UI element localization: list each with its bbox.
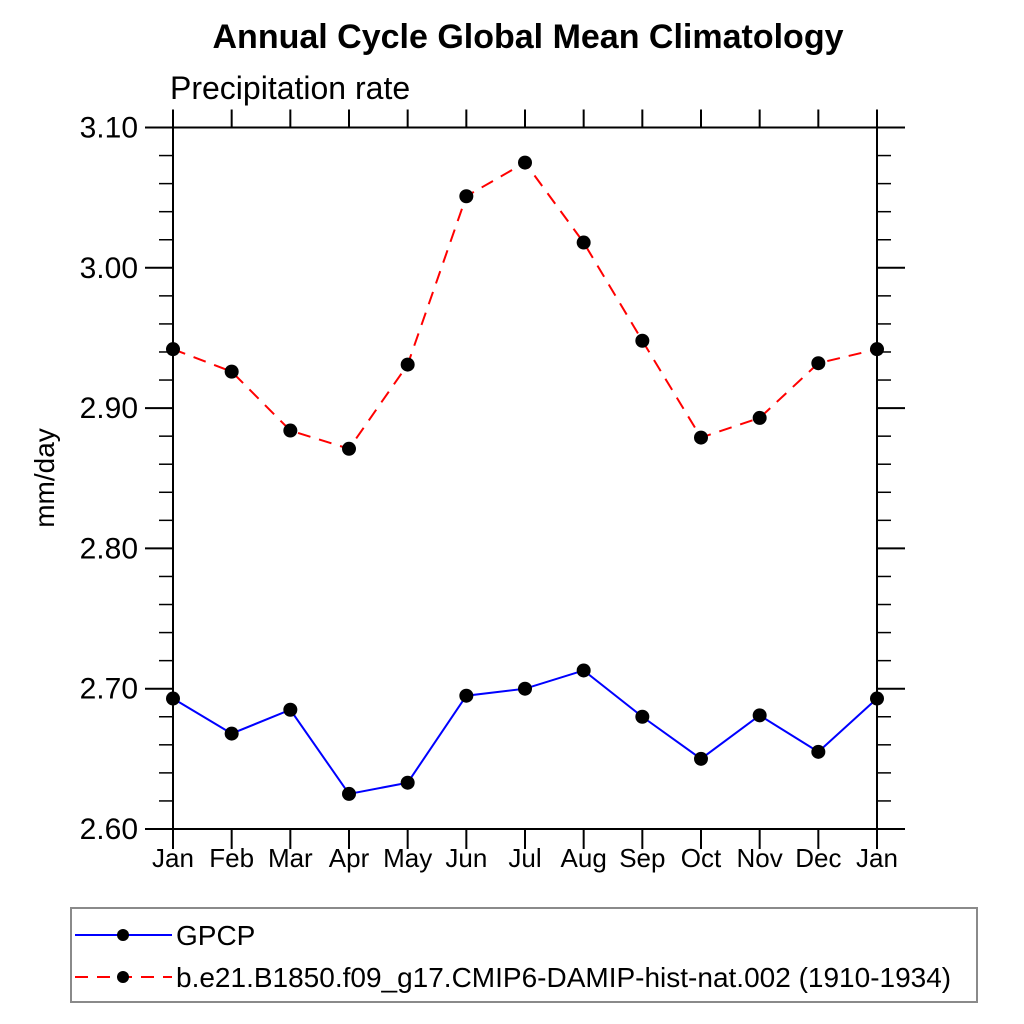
y-tick-label: 2.90	[80, 392, 138, 425]
x-tick-label: Feb	[209, 843, 254, 873]
data-point	[752, 410, 767, 425]
data-point	[870, 691, 884, 706]
y-tick-label: 3.00	[80, 252, 138, 285]
x-tick-label: Jul	[508, 843, 541, 873]
y-tick-label: 3.10	[80, 112, 138, 145]
data-point	[166, 342, 180, 357]
x-tick-label: May	[383, 843, 432, 873]
x-tick-label: Mar	[268, 843, 313, 873]
y-tick-label: 2.80	[80, 532, 138, 565]
data-point	[635, 709, 650, 724]
data-point	[811, 744, 826, 759]
x-tick-label: Apr	[329, 843, 370, 873]
data-point	[694, 430, 708, 445]
data-point	[518, 681, 532, 696]
data-point	[459, 189, 474, 204]
data-point	[694, 751, 708, 766]
data-point	[342, 441, 356, 456]
series-line-1	[172, 161, 878, 450]
legend-label: b.e21.B1850.f09_g17.CMIP6-DAMIP-hist-nat…	[176, 962, 951, 993]
data-point	[224, 364, 239, 379]
data-point	[283, 702, 298, 717]
y-tick-label: 2.70	[80, 673, 138, 706]
chart-subtitle: Precipitation rate	[170, 70, 410, 106]
data-point	[342, 786, 356, 801]
x-tick-label: Sep	[619, 843, 665, 873]
data-point	[635, 333, 650, 348]
data-point	[811, 356, 826, 371]
legend-marker	[117, 971, 129, 983]
x-tick-label: Oct	[681, 843, 722, 873]
data-point	[576, 663, 591, 678]
x-tick-label: Jun	[445, 843, 487, 873]
data-point	[752, 708, 767, 723]
data-point	[283, 423, 298, 438]
data-point	[224, 726, 239, 741]
data-point	[870, 342, 884, 357]
data-point	[400, 775, 415, 790]
legend: GPCP b.e21.B1850.f09_g17.CMIP6-DAMIP-hist…	[70, 907, 978, 1003]
x-tick-label: Jan	[856, 843, 898, 873]
plot-area	[166, 155, 884, 801]
data-point	[459, 688, 474, 703]
x-tick-label: Jan	[152, 843, 194, 873]
legend-marker	[117, 929, 129, 941]
data-point	[518, 155, 532, 170]
data-point	[576, 235, 591, 250]
y-tick-label: 2.60	[80, 813, 138, 846]
data-point	[166, 691, 180, 706]
x-tick-label: Dec	[795, 843, 841, 873]
data-point	[400, 357, 415, 372]
plot-axes: Jan Feb Mar Apr May Jun Jul Aug Sep Oct Nov Dec Jan 2…	[80, 109, 905, 873]
legend-label: GPCP	[176, 920, 255, 951]
chart-title: Annual Cycle Global Mean Climatology	[213, 18, 844, 56]
legend-box	[70, 907, 978, 1003]
y-axis-title: mm/day	[29, 428, 60, 528]
x-tick-label: Nov	[737, 843, 783, 873]
x-tick-label: Aug	[561, 843, 607, 873]
